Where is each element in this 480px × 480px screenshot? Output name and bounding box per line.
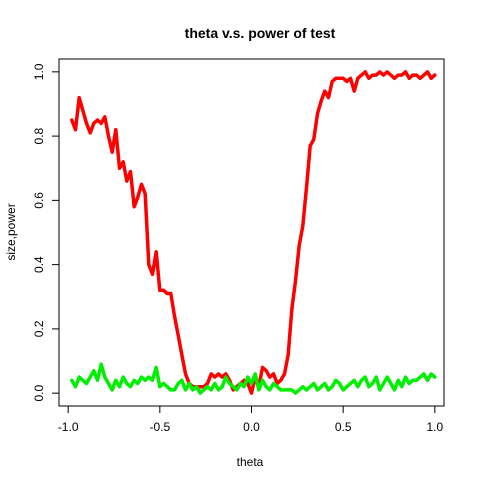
x-axis-label: theta xyxy=(237,455,264,469)
y-tick-label: 1.0 xyxy=(32,63,46,80)
series-line-1 xyxy=(70,70,437,395)
x-tick-label: -0.5 xyxy=(149,420,170,434)
y-tick-label: 0.2 xyxy=(32,320,46,337)
series-line-2 xyxy=(70,362,437,395)
x-axis: -1.0 -0.5 0.0 0.5 1.0 xyxy=(58,405,443,434)
series-layer xyxy=(70,70,437,395)
x-tick-label: -1.0 xyxy=(58,420,79,434)
plot-area-border xyxy=(58,58,445,407)
x-tick-label: 0.5 xyxy=(335,420,352,434)
chart-title: theta v.s. power of test xyxy=(185,25,336,41)
y-axis-label: size,power xyxy=(4,203,18,260)
y-tick-label: 0.4 xyxy=(32,256,46,273)
y-tick-label: 0.0 xyxy=(32,384,46,401)
y-tick-label: 0.6 xyxy=(32,192,46,209)
x-tick-label: 1.0 xyxy=(426,420,443,434)
x-tick-label: 0.0 xyxy=(243,420,260,434)
y-axis: 0.0 0.2 0.4 0.6 0.8 1.0 xyxy=(32,63,60,401)
y-tick-label: 0.8 xyxy=(32,127,46,144)
